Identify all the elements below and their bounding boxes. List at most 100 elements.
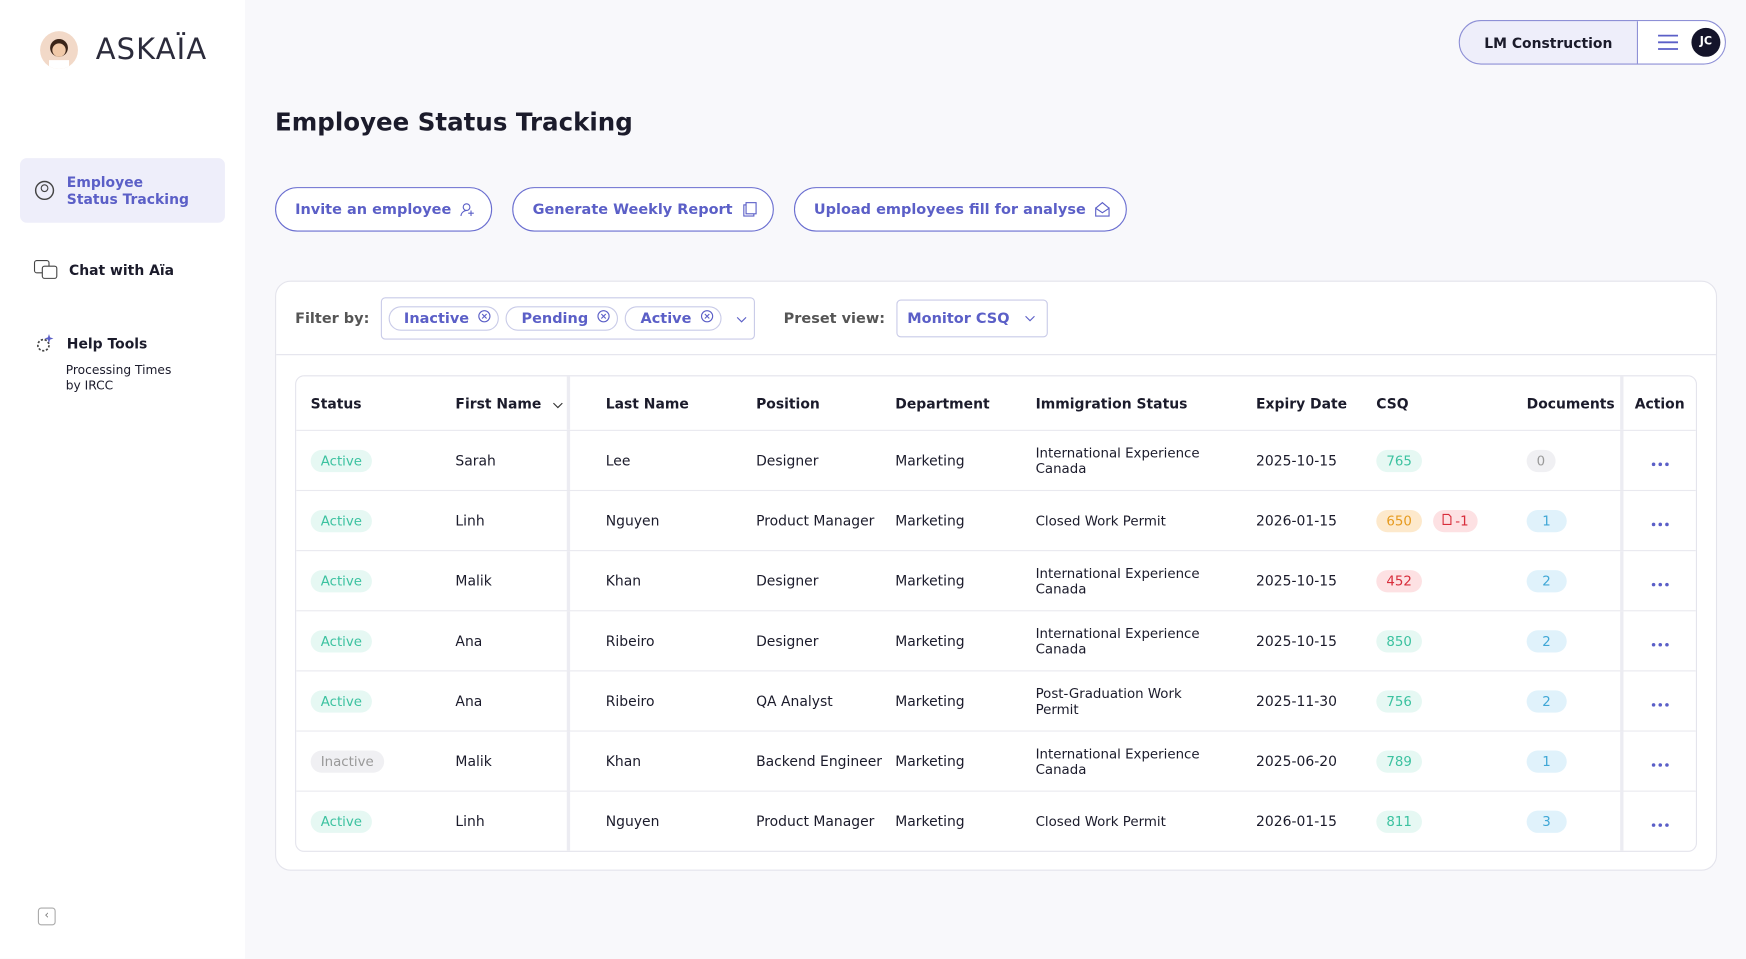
- table-cell: Designer: [747, 431, 886, 490]
- avatar: JC: [1691, 27, 1721, 57]
- cell-text: Khan: [605, 572, 642, 590]
- table-cell: 452: [1367, 551, 1517, 610]
- table-cell: 2025-11-30: [1247, 671, 1367, 730]
- table-cell: Sarah: [447, 430, 571, 490]
- column-label: Documents: [1526, 394, 1615, 412]
- nav-item[interactable]: Chat with Aïa: [20, 256, 225, 283]
- row-menu[interactable]: [1651, 450, 1669, 471]
- sidebar: ASKAÏA Employee Status Tracking Chat wit…: [0, 0, 245, 959]
- table-cell: International Experience Canada: [1027, 551, 1247, 610]
- table-row: Active Ana Ribeiro Designer Marketing Interna…: [296, 611, 1696, 672]
- cell-text: Linh: [455, 812, 485, 830]
- table-cell: Active: [296, 431, 446, 490]
- column-label: Immigration Status: [1035, 394, 1188, 412]
- table-cell: 850: [1367, 611, 1517, 670]
- table-cell: 2025-10-15: [1247, 611, 1367, 670]
- filter-select[interactable]: Inactive Pending Active: [380, 297, 755, 340]
- row-menu[interactable]: [1651, 811, 1669, 832]
- table-cell: Post-Graduation Work Permit: [1027, 671, 1247, 730]
- nav-item[interactable]: Employee Status Tracking: [20, 158, 225, 223]
- documents-badge: 3: [1526, 810, 1567, 833]
- documents-badge: 1: [1526, 509, 1567, 532]
- table-cell: QA Analyst: [747, 671, 886, 730]
- nav-label: Employee Status Tracking: [66, 173, 189, 208]
- column-header: CSQ: [1367, 376, 1517, 429]
- flag-text: -1: [1455, 512, 1469, 529]
- cell-text: Ana: [455, 632, 483, 650]
- table-cell: Closed Work Permit: [1027, 491, 1247, 550]
- dropdown-arrow: [736, 310, 747, 327]
- column-header: Documents: [1518, 376, 1624, 430]
- cell-text: 2026-01-15: [1256, 812, 1337, 830]
- button-label: Invite an employee: [295, 200, 452, 218]
- table-cell: Nguyen: [570, 792, 747, 851]
- table-cell: 2: [1518, 551, 1624, 611]
- column-header: Department: [886, 376, 1026, 429]
- chip-remove[interactable]: [478, 310, 491, 328]
- brand: ASKAÏA: [95, 33, 208, 67]
- header-row: Status First Name Last Name Position Departm…: [296, 376, 1696, 431]
- action-button[interactable]: Generate Weekly Report: [512, 187, 774, 232]
- column-header[interactable]: First Name: [447, 376, 571, 430]
- table-cell: Ribeiro: [570, 611, 747, 670]
- column-header: Status: [296, 376, 446, 429]
- cell-text: Nguyen: [605, 812, 660, 830]
- table-cell: Designer: [747, 551, 886, 610]
- cell-text: Designer: [756, 632, 819, 650]
- action-button[interactable]: Invite an employee: [275, 187, 493, 232]
- table-row: Active Linh Nguyen Product Manager Marketing…: [296, 791, 1696, 851]
- nav-item[interactable]: Help Tools: [20, 330, 225, 357]
- row-menu[interactable]: [1651, 570, 1669, 591]
- account-bar: LM Construction JC: [1458, 20, 1726, 65]
- cell-text: International Experience Canada: [1035, 565, 1200, 597]
- chip-label: Active: [640, 310, 692, 327]
- sort-icon: [552, 395, 563, 412]
- table-cell: Active: [296, 611, 446, 670]
- divider: [276, 354, 1716, 356]
- cell-text: International Experience Canada: [1035, 444, 1200, 477]
- status-badge: Inactive: [310, 749, 384, 773]
- csq-badge: 452: [1376, 569, 1422, 592]
- menu[interactable]: JC: [1636, 21, 1725, 64]
- table-cell: Khan: [570, 732, 747, 791]
- cell-text: Malik: [455, 572, 492, 590]
- cell-text: Marketing: [895, 812, 965, 830]
- table-cell: [1624, 551, 1696, 610]
- cell-text: 2026-01-15: [1256, 512, 1337, 529]
- cell-text: Marketing: [895, 632, 965, 650]
- filter-chip[interactable]: Pending: [505, 306, 619, 331]
- column-label: Department: [895, 394, 990, 412]
- cell-text: International Experience Canada: [1035, 745, 1200, 777]
- table-cell: 3: [1518, 791, 1624, 851]
- collapse-button[interactable]: ‹: [37, 907, 56, 926]
- action-button[interactable]: Upload employees fill for analyse: [793, 187, 1127, 232]
- documents-badge: 0: [1526, 449, 1556, 472]
- chip-remove[interactable]: [597, 310, 610, 328]
- row-menu[interactable]: [1651, 690, 1669, 711]
- table-cell: 2025-10-15: [1247, 431, 1367, 490]
- row-menu[interactable]: [1651, 630, 1669, 651]
- table-cell: [1624, 792, 1696, 851]
- preset-select[interactable]: Monitor CSQ: [896, 299, 1048, 338]
- column-header: Action: [1624, 376, 1696, 429]
- table-cell: 765: [1367, 431, 1517, 490]
- table-cell: Backend Engineer: [747, 732, 886, 791]
- employee-table: Status First Name Last Name Position Departm…: [295, 375, 1698, 852]
- cell-text: Product Manager: [756, 812, 875, 830]
- nav-subitem[interactable]: Processing Times by IRCC: [65, 363, 172, 394]
- table-cell: [1624, 732, 1696, 791]
- table-cell: Marketing: [886, 551, 1026, 610]
- filter-chip[interactable]: Inactive: [388, 306, 500, 331]
- filter-label: Filter by:: [295, 310, 370, 327]
- row-menu[interactable]: [1651, 751, 1669, 772]
- table-cell: 2: [1518, 611, 1624, 671]
- cell-text: 2025-10-15: [1256, 452, 1337, 469]
- row-menu[interactable]: [1651, 510, 1669, 531]
- filter-chip[interactable]: Active: [624, 306, 722, 331]
- company[interactable]: LM Construction: [1484, 33, 1613, 51]
- table-cell: Nguyen: [570, 491, 747, 550]
- chip-remove[interactable]: [700, 310, 714, 328]
- cell-text: Ribeiro: [605, 632, 655, 650]
- table-cell: Malik: [447, 731, 571, 791]
